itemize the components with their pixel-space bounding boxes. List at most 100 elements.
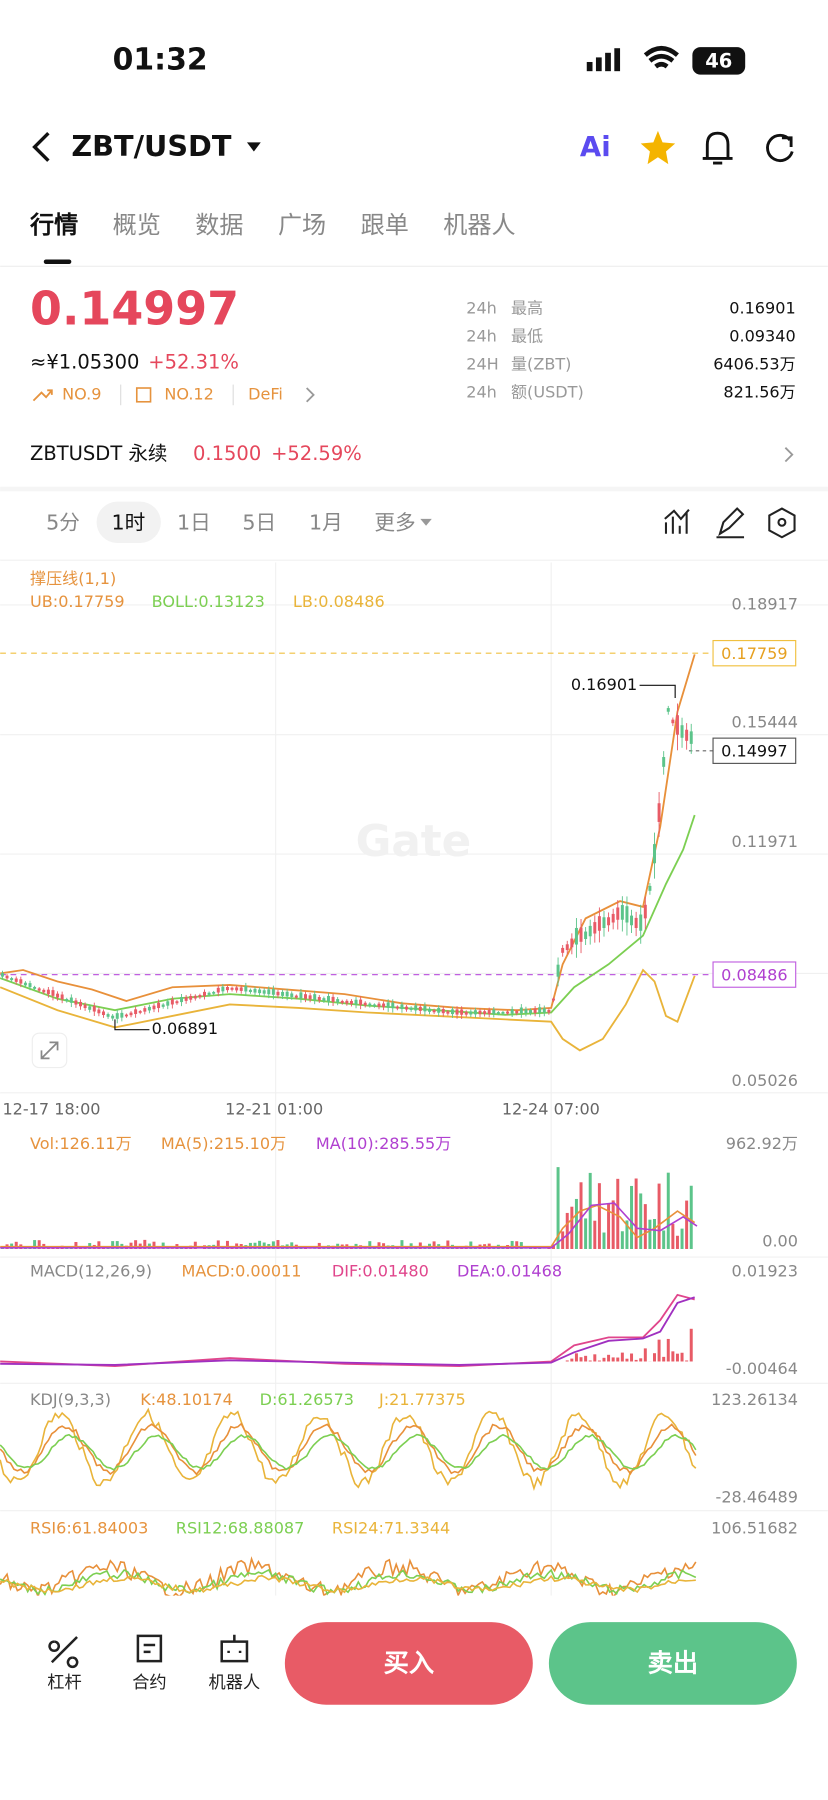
- stat-value: 0.09340: [729, 326, 795, 345]
- rsi24-label: RSI24:71.3344: [332, 1519, 450, 1538]
- volume-bar: [662, 1230, 666, 1249]
- date-label: 12-21 01:00: [225, 1100, 323, 1119]
- pair-title[interactable]: ZBT/USDT: [71, 129, 231, 163]
- volume-bar: [258, 1240, 262, 1249]
- volume-bar: [14, 1241, 18, 1249]
- vol-ma5: [0, 1204, 696, 1248]
- tab[interactable]: 广场: [278, 211, 326, 239]
- tab[interactable]: 行情: [29, 211, 78, 239]
- candle-body: [400, 1004, 404, 1010]
- candle-body: [207, 992, 211, 995]
- interval[interactable]: 5日: [242, 510, 276, 534]
- candle-body: [414, 1005, 418, 1011]
- j-label: J:21.77375: [378, 1390, 466, 1409]
- candle-body: [304, 994, 308, 999]
- rsi24-line: [0, 1574, 696, 1594]
- contract-icon[interactable]: [136, 1634, 163, 1663]
- buy-label[interactable]: 买入: [384, 1649, 435, 1678]
- candle-body: [653, 844, 656, 864]
- volume-bar: [143, 1239, 147, 1249]
- nav-label[interactable]: 杠杆: [47, 1673, 81, 1693]
- price-tag-text: 0.14997: [721, 741, 787, 760]
- stat-name: 量(ZBT): [511, 355, 571, 374]
- interval[interactable]: 1月: [309, 510, 343, 534]
- ai-button[interactable]: Ai: [580, 131, 611, 163]
- back-button[interactable]: [32, 131, 50, 162]
- volume-bar: [616, 1178, 620, 1249]
- price-tag: [712, 737, 797, 764]
- tag[interactable]: NO.12: [164, 384, 214, 403]
- interval[interactable]: 1日: [177, 510, 211, 534]
- alert-bell[interactable]: [702, 131, 733, 165]
- ma5-label: MA(5):215.10万: [161, 1134, 286, 1153]
- stat-period: 24h: [466, 326, 497, 345]
- candle-body: [386, 1002, 390, 1008]
- tab[interactable]: 数据: [195, 211, 243, 239]
- volume-bar: [630, 1185, 634, 1249]
- macd-bar: [602, 1357, 606, 1362]
- volume-bar: [349, 1248, 353, 1249]
- candle-body: [441, 1009, 445, 1014]
- ub-label: UB:0.17759: [30, 592, 125, 611]
- macd-bar: [662, 1356, 666, 1362]
- favorite[interactable]: [640, 130, 676, 165]
- candle-body: [643, 904, 647, 919]
- sell-button[interactable]: [548, 1622, 797, 1705]
- candle-body: [359, 999, 363, 1005]
- tag[interactable]: NO.9: [62, 384, 101, 403]
- rank-icon: [135, 387, 152, 403]
- macd-bar: [634, 1359, 638, 1362]
- ub-tag: [712, 639, 797, 667]
- sell-label[interactable]: 卖出: [648, 1649, 699, 1678]
- candle-body: [666, 708, 670, 712]
- buy-button[interactable]: [284, 1622, 533, 1705]
- tab[interactable]: 概览: [113, 211, 161, 239]
- pair-dropdown[interactable]: [246, 142, 261, 152]
- candle-body: [483, 1011, 487, 1015]
- macd-bar: [671, 1351, 675, 1362]
- candle-body: [588, 925, 592, 937]
- tab[interactable]: 跟单: [361, 211, 409, 239]
- perp-name[interactable]: ZBTUSDT 永续: [30, 442, 167, 465]
- candle-body: [538, 1007, 542, 1013]
- refresh[interactable]: [766, 133, 794, 162]
- robot-icon[interactable]: [220, 1634, 249, 1663]
- nav-label[interactable]: 机器人: [209, 1673, 261, 1693]
- nav-label[interactable]: 合约: [132, 1673, 166, 1693]
- lb-band: [0, 968, 696, 1052]
- interval[interactable]: 5分: [46, 510, 80, 534]
- volume-bar: [253, 1242, 257, 1249]
- leverage-icon[interactable]: [48, 1636, 79, 1669]
- interval[interactable]: 1时: [112, 510, 146, 534]
- interval[interactable]: 更多: [374, 510, 415, 534]
- date-label: 12-17 18:00: [2, 1100, 100, 1119]
- rsi-lines: [0, 1556, 697, 1600]
- candle-body: [492, 1009, 496, 1014]
- indicator-button[interactable]: [664, 509, 690, 534]
- axis-label: 0.01923: [732, 1261, 798, 1280]
- candle-body: [529, 1010, 533, 1014]
- candle-body: [473, 1010, 477, 1015]
- candle-body: [198, 995, 202, 998]
- candle-body: [175, 1001, 179, 1004]
- tab[interactable]: 机器人: [443, 211, 515, 239]
- draw-button[interactable]: [716, 507, 745, 539]
- dif-line: [0, 1293, 695, 1367]
- candle-body: [14, 978, 18, 982]
- volume-bar: [446, 1240, 450, 1249]
- settings-button[interactable]: [768, 507, 796, 539]
- candle-body: [308, 995, 312, 1000]
- candle-body: [662, 757, 666, 767]
- tag[interactable]: DeFi: [248, 384, 283, 403]
- volume-bar: [377, 1242, 381, 1249]
- stat-name: 最高: [511, 298, 543, 317]
- macd-bar: [607, 1354, 611, 1362]
- volume-bar: [432, 1241, 436, 1249]
- volume-bar: [271, 1241, 275, 1249]
- candle-body: [216, 987, 220, 993]
- boll-label: BOLL:0.13123: [152, 592, 265, 611]
- volume-bar: [584, 1218, 588, 1249]
- volume-bar: [134, 1240, 138, 1249]
- candles: [0, 703, 693, 1024]
